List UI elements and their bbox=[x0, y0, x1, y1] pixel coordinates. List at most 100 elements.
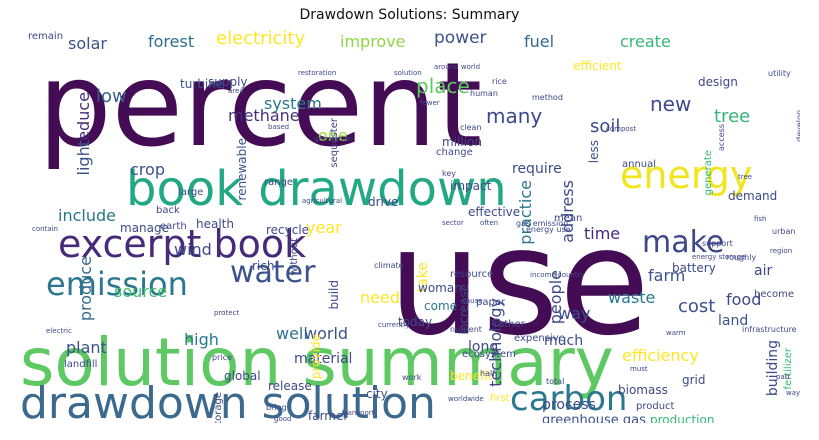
page-title: Drawdown Solutions: Summary bbox=[299, 7, 520, 23]
word-million: million bbox=[442, 135, 482, 149]
word-protect: protect bbox=[214, 309, 240, 317]
word-many: many bbox=[486, 104, 543, 128]
word-roughly: roughly bbox=[726, 253, 757, 262]
word-product: product bbox=[636, 401, 675, 412]
word-fewer: fewer bbox=[420, 99, 440, 107]
word-energy-use: energy use bbox=[526, 225, 571, 234]
word-generate: generate bbox=[703, 150, 714, 196]
word-recycle: recycle bbox=[266, 223, 310, 237]
word-provide: provide bbox=[309, 334, 323, 380]
word-develop: develop bbox=[795, 110, 800, 142]
word-light: light bbox=[74, 140, 93, 176]
word-earth: earth bbox=[160, 221, 187, 232]
word-forest: forest bbox=[148, 32, 195, 51]
word-food: food bbox=[726, 290, 762, 309]
word-human: human bbox=[470, 89, 498, 98]
word-farm: farm bbox=[648, 266, 686, 285]
word-include: include bbox=[58, 206, 116, 225]
word-landfill: landfill bbox=[64, 359, 98, 370]
word-area: area bbox=[228, 87, 244, 95]
word-supply: supply bbox=[208, 75, 248, 89]
word-generation: generation bbox=[314, 135, 353, 143]
word-range: range bbox=[264, 177, 294, 188]
word-process: process bbox=[542, 397, 596, 413]
word-city: city bbox=[366, 387, 388, 401]
word-improve: improve bbox=[340, 32, 406, 51]
word-rather: rather bbox=[494, 319, 525, 330]
word-excerpt-book: excerpt book bbox=[58, 222, 307, 266]
word-place: place bbox=[416, 74, 470, 98]
word-material: material bbox=[294, 351, 353, 367]
word-nutrient: nutrient bbox=[450, 325, 482, 334]
word-book-drawdown: book drawdown bbox=[126, 161, 507, 217]
word-access: access bbox=[717, 124, 726, 151]
word-renewable: renewable bbox=[235, 138, 249, 201]
word-make: make bbox=[642, 225, 725, 260]
word-compost: compost bbox=[606, 125, 637, 133]
word-back: back bbox=[156, 205, 180, 216]
word-around-world: around world bbox=[434, 63, 481, 71]
word-waste: waste bbox=[608, 288, 656, 307]
word-global: global bbox=[224, 369, 261, 383]
word-greenhouse-gas: greenhouse gas bbox=[542, 413, 646, 423]
word-building: building bbox=[765, 340, 781, 397]
word-long: long bbox=[468, 339, 499, 355]
word-fuel: fuel bbox=[524, 32, 555, 51]
word-health: health bbox=[196, 217, 234, 231]
word-design: design bbox=[698, 75, 738, 89]
word-ecosystem: ecosystem bbox=[462, 349, 516, 360]
word-key: key bbox=[442, 169, 457, 178]
word-farmer: farmer bbox=[308, 409, 349, 423]
word-based: based bbox=[268, 123, 290, 131]
word-drawdown-solution: drawdown solution bbox=[20, 378, 436, 424]
word-power: power bbox=[434, 30, 487, 48]
word-air: air bbox=[754, 263, 773, 279]
word-much: much bbox=[544, 333, 584, 349]
word-less: less bbox=[587, 140, 601, 164]
word-build: build bbox=[327, 280, 341, 310]
word-cost: cost bbox=[678, 296, 716, 317]
word-climate: climate bbox=[374, 261, 404, 270]
word-rice: rice bbox=[492, 77, 507, 86]
word-first: first bbox=[490, 393, 510, 404]
word-bring: bring bbox=[266, 403, 287, 412]
word-time: time bbox=[584, 224, 621, 243]
word-storage: storage bbox=[213, 392, 224, 423]
word-create: create bbox=[620, 32, 671, 51]
word-release: release bbox=[268, 379, 312, 393]
word-warm: warm bbox=[666, 329, 686, 337]
word-grid: grid bbox=[682, 373, 706, 387]
word-worldwide: worldwide bbox=[448, 395, 484, 403]
word-utility: utility bbox=[768, 69, 791, 78]
word-benefit: benefit bbox=[450, 369, 493, 383]
word-income-country: income country bbox=[530, 271, 585, 279]
word-practice: practice bbox=[516, 180, 535, 245]
word-demand: demand bbox=[728, 189, 778, 203]
word-contain: contain bbox=[32, 225, 58, 233]
word-gas-emission: gas emission bbox=[516, 219, 569, 228]
word-fish: fish bbox=[754, 215, 767, 223]
word-plant: plant bbox=[66, 338, 107, 357]
word-woman: woman bbox=[418, 281, 462, 295]
word-often: often bbox=[480, 219, 499, 227]
word-soil: soil bbox=[590, 116, 621, 137]
word-low: low bbox=[96, 86, 127, 107]
word-crop: crop bbox=[130, 160, 165, 179]
word-battery: battery bbox=[672, 261, 716, 275]
word-electric: electric bbox=[46, 327, 72, 335]
word-produce: produce bbox=[76, 256, 95, 322]
word-currently: currently bbox=[378, 321, 410, 329]
word-method: method bbox=[532, 93, 563, 102]
word-become: become bbox=[754, 289, 795, 300]
word-tree: tree bbox=[714, 106, 751, 127]
word-support: support bbox=[702, 239, 733, 248]
word-expensive: expensive bbox=[514, 333, 565, 344]
word-drive: drive bbox=[368, 195, 399, 209]
word-effective: effective bbox=[468, 205, 521, 219]
word-region: region bbox=[770, 247, 793, 255]
word-need: need bbox=[360, 288, 400, 307]
word-methane: methane bbox=[228, 106, 300, 125]
word-cause: cause bbox=[462, 297, 483, 305]
word-annual: annual bbox=[622, 159, 657, 170]
word-world: world bbox=[304, 324, 349, 343]
